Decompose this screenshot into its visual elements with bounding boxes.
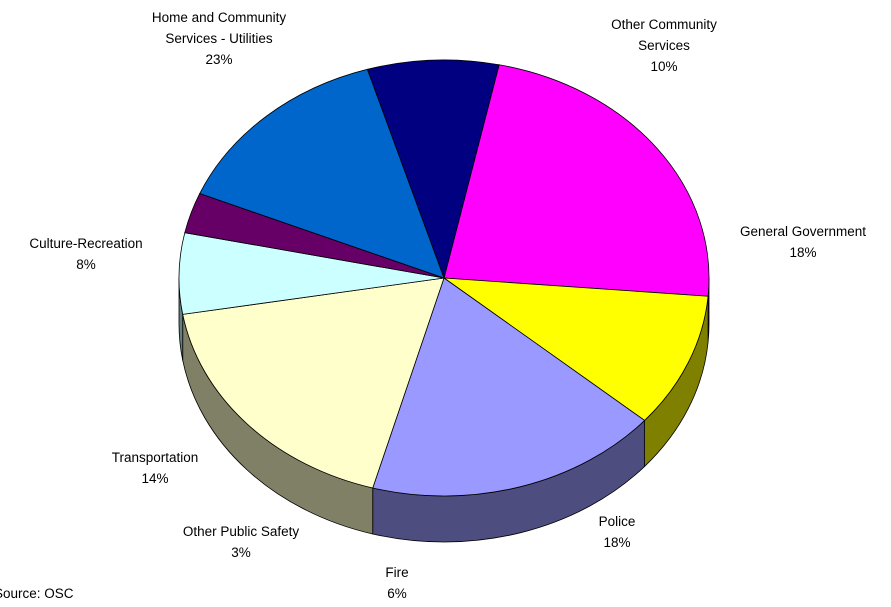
pie-slice-other-community-services: [442, 277, 709, 421]
slice-label-other-public-safety: Other Public Safety 3%: [183, 524, 300, 560]
pie-slice-general-government: [372, 277, 646, 497]
pie-slice-transportation: [199, 68, 445, 279]
slice-label-police: Police 18%: [599, 514, 636, 550]
slice-label-culture-recreation: Culture-Recreation 8%: [29, 236, 142, 272]
slice-label-transportation: Transportation 14%: [112, 450, 199, 486]
source-note: Source: OSC: [0, 586, 74, 601]
pie-slice-police: [182, 277, 445, 489]
slice-label-other-community-services: Other Community Services 10%: [611, 17, 717, 74]
slice-label-fire: Fire 6%: [385, 565, 408, 601]
slice-label-home-and-community-services-utilities: Home and Community Services - Utilities 23…: [152, 10, 287, 67]
pie-slice-culture-recreation: [366, 59, 500, 280]
pie-slice-home-and-community-services-utilities: [443, 64, 710, 297]
slice-label-general-government: General Government 18%: [740, 224, 866, 260]
